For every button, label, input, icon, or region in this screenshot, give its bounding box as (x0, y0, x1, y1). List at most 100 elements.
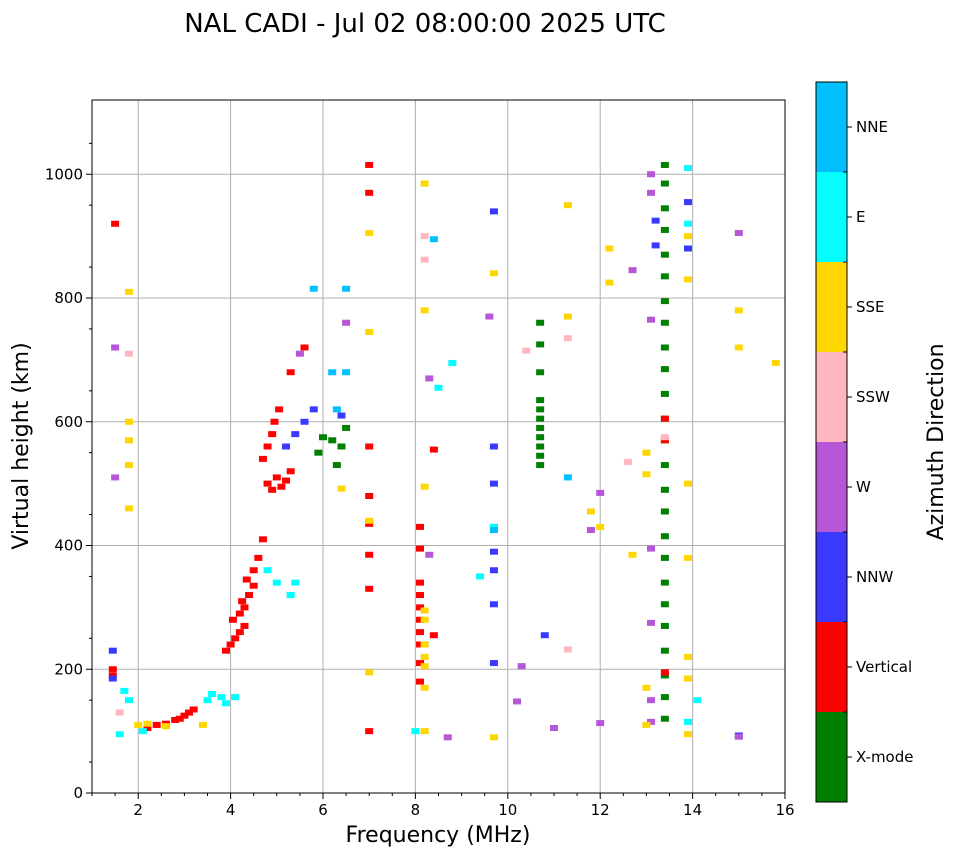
data-point (420, 307, 429, 314)
data-point (536, 397, 545, 404)
data-point (342, 319, 351, 326)
data-point (683, 245, 692, 252)
data-point (425, 375, 434, 382)
data-point (416, 523, 425, 530)
x-axis-label: Frequency (MHz) (346, 823, 531, 848)
data-point (660, 579, 669, 586)
data-point (314, 449, 323, 456)
data-point (536, 434, 545, 441)
data-point (111, 344, 120, 351)
x-tick-label: 12 (591, 801, 610, 819)
data-point (420, 616, 429, 623)
y-tick-label: 200 (54, 660, 83, 678)
data-point (660, 622, 669, 629)
data-point (489, 567, 498, 574)
data-point (550, 725, 558, 732)
data-point (240, 604, 249, 611)
colorbar-segment (816, 532, 847, 622)
data-point (365, 520, 374, 527)
data-point (365, 551, 374, 558)
data-point (734, 307, 743, 314)
data-point (286, 369, 295, 376)
data-point (660, 434, 669, 441)
data-point (651, 242, 660, 249)
data-point (647, 171, 656, 178)
data-point (416, 604, 425, 611)
data-point (111, 474, 120, 481)
data-point (365, 669, 374, 676)
data-point (642, 449, 651, 456)
data-point (365, 517, 374, 524)
data-point (489, 734, 498, 741)
data-point (272, 579, 281, 586)
series-nne (309, 236, 572, 534)
data-point (282, 443, 291, 450)
data-point (734, 230, 743, 237)
data-marks (108, 161, 780, 741)
data-point (596, 720, 605, 727)
data-point (660, 226, 669, 233)
colorbar-segment (816, 622, 847, 712)
colorbar-tick-label: SSW (856, 388, 890, 406)
data-point (536, 452, 545, 459)
colorbar-tick-label: SSE (856, 298, 885, 316)
data-point (332, 406, 341, 413)
data-point (660, 319, 669, 326)
data-point (647, 189, 656, 196)
data-point (258, 455, 267, 462)
data-point (263, 443, 272, 450)
data-point (115, 731, 124, 738)
data-point (138, 728, 147, 735)
data-point (429, 446, 438, 453)
colorbar-segment (816, 262, 847, 352)
colorbar-tick-label: W (856, 478, 871, 496)
data-point (249, 582, 258, 589)
data-point (115, 709, 124, 716)
data-point (605, 279, 614, 286)
data-point (536, 369, 545, 376)
data-point (134, 721, 143, 728)
data-point (429, 632, 438, 639)
data-point (143, 720, 152, 727)
data-point (342, 424, 351, 431)
data-point (489, 480, 498, 487)
data-point (365, 161, 374, 168)
data-point (489, 601, 498, 608)
data-point (249, 567, 258, 574)
data-point (485, 313, 494, 320)
data-point (332, 462, 341, 469)
data-point (660, 161, 669, 168)
data-point (365, 230, 374, 237)
data-point (365, 189, 374, 196)
colorbar-segment (816, 82, 847, 172)
colorbar-frame (815, 81, 848, 803)
data-point (536, 462, 545, 469)
data-point (660, 669, 669, 676)
colorbar-label: Azimuth Direction (924, 343, 949, 540)
data-point (683, 220, 692, 227)
data-point (647, 718, 656, 725)
data-point (660, 462, 669, 469)
data-point (337, 412, 346, 419)
data-point (660, 180, 669, 187)
data-point (647, 619, 656, 626)
colorbar-segment (816, 352, 847, 442)
series-ssw (115, 233, 669, 716)
data-point (642, 684, 651, 691)
data-point (416, 641, 425, 648)
data-point (286, 592, 295, 598)
data-point (300, 418, 309, 425)
data-point (420, 728, 429, 735)
grid-lines (92, 100, 785, 793)
data-point (623, 458, 632, 465)
y-tick-label: 0 (73, 784, 83, 802)
data-point (536, 341, 545, 348)
y-tick-label: 400 (54, 537, 83, 555)
data-point (270, 418, 279, 425)
data-point (420, 483, 429, 490)
data-point (152, 721, 161, 728)
data-point (683, 653, 692, 660)
data-point (124, 462, 133, 469)
data-point (416, 579, 425, 586)
data-point (628, 267, 637, 274)
